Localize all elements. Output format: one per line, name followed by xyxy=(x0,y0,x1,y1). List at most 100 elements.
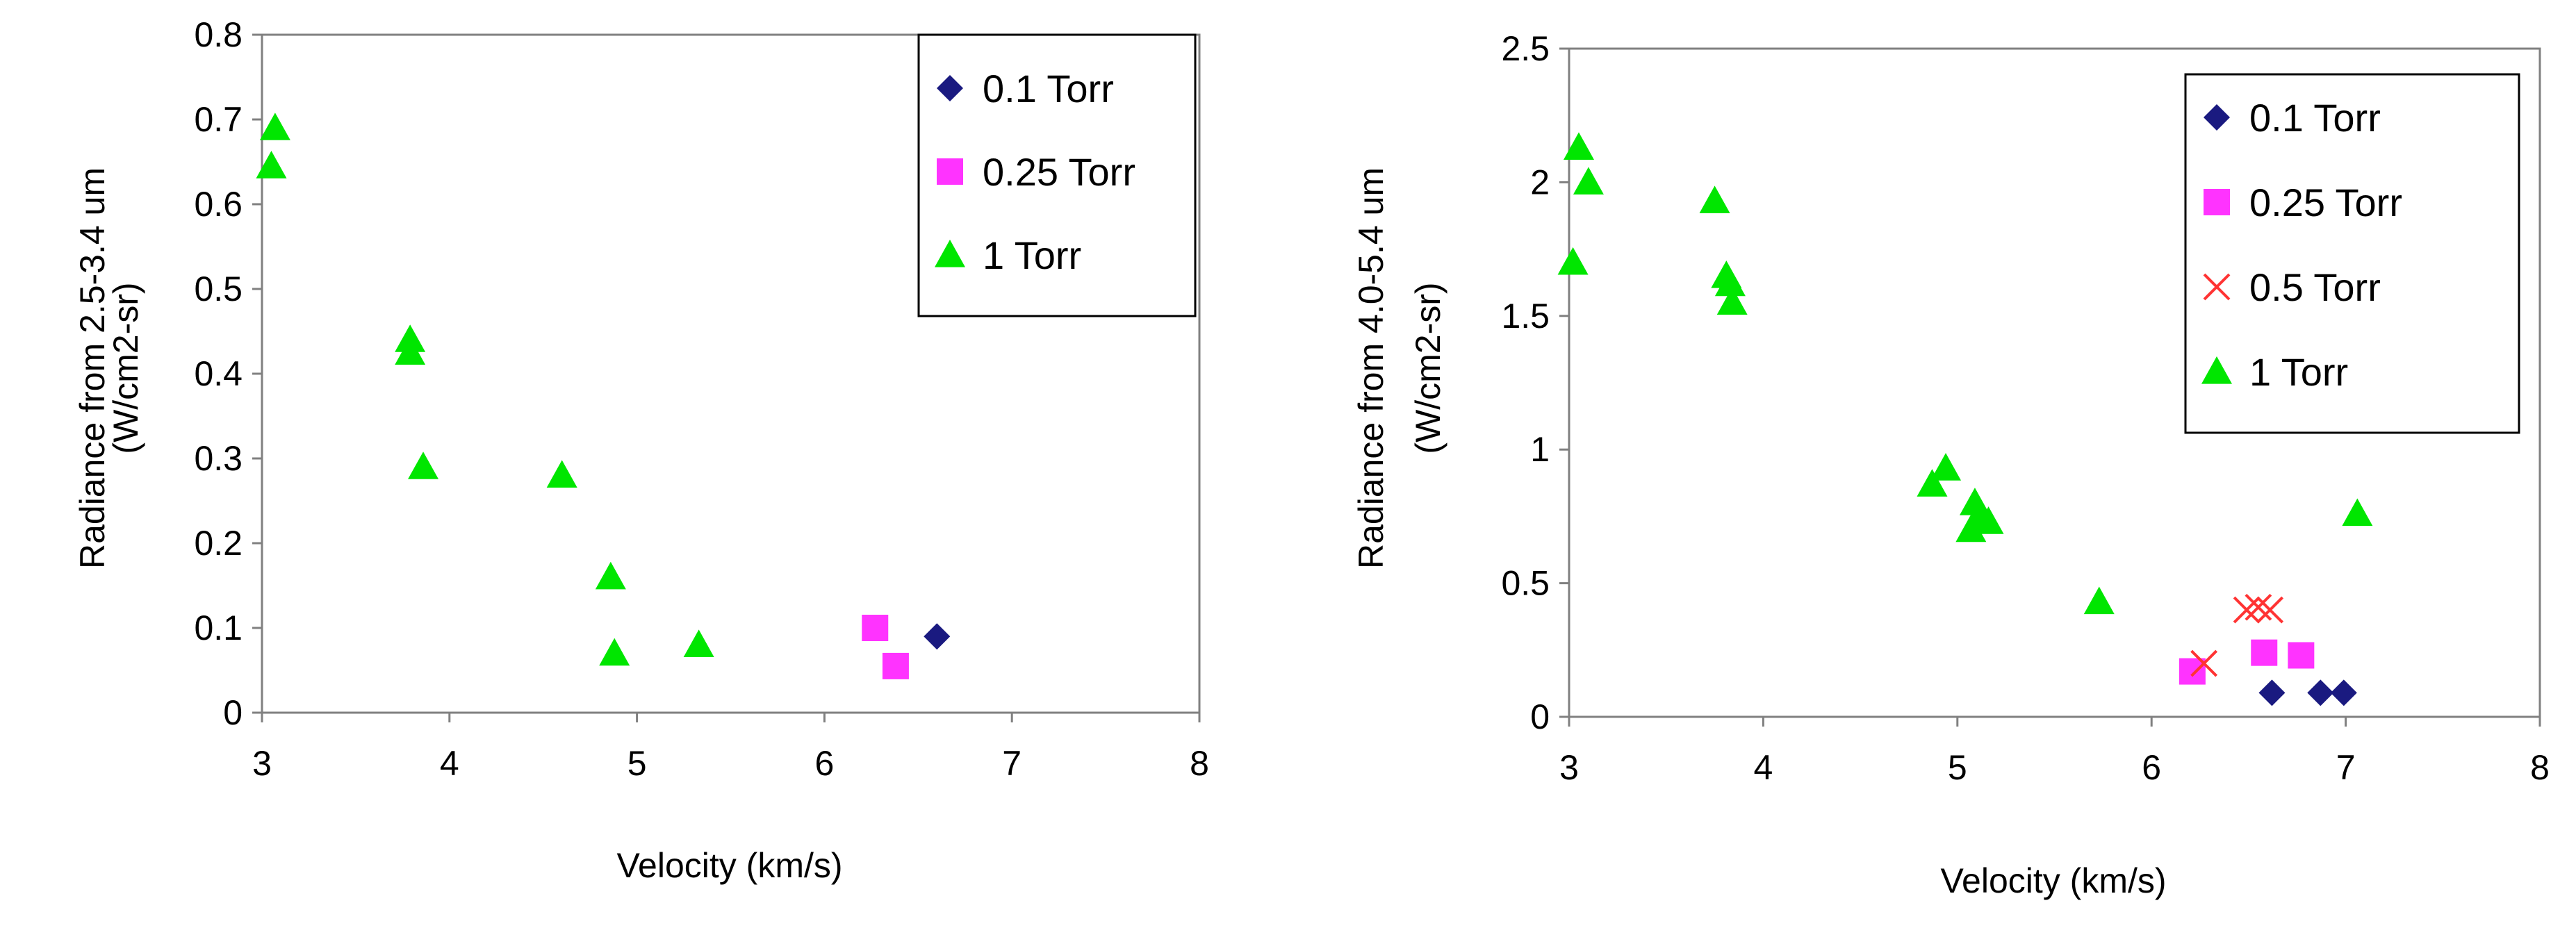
x-tick-label: 3 xyxy=(1559,748,1579,787)
x-axis-title: Velocity (km/s) xyxy=(616,846,842,885)
data-point xyxy=(2330,679,2357,706)
y-axis-title-units: (W/cm2-sr) xyxy=(1409,282,1447,454)
data-point xyxy=(2251,639,2278,666)
data-point xyxy=(1563,132,1594,160)
data-point xyxy=(1557,247,1589,275)
data-point xyxy=(1716,287,1748,315)
data-point xyxy=(2190,649,2218,677)
data-point xyxy=(882,652,909,679)
legend-label: 1 Torr xyxy=(983,233,1081,277)
legend-marker xyxy=(2203,273,2231,301)
y-tick-label: 0.2 xyxy=(194,524,243,563)
y-tick-label: 0.8 xyxy=(194,15,243,54)
y-tick-label: 0.1 xyxy=(194,608,243,647)
y-axis-title: Radiance from 4.0-5.4 um xyxy=(1352,167,1390,569)
legend-label: 0.1 Torr xyxy=(983,67,1114,110)
data-point xyxy=(924,623,951,650)
legend: 0.1 Torr 0.25 Torr 1 Torr xyxy=(917,33,1197,317)
data-point xyxy=(2245,593,2272,621)
series-0-5-torr xyxy=(2190,593,2284,677)
x-tick-label: 4 xyxy=(1753,748,1773,787)
legend-box xyxy=(2184,73,2520,434)
x-marker-stroke xyxy=(2203,273,2231,301)
x-tick-label: 5 xyxy=(1948,748,1967,787)
y-tick-label: 0.5 xyxy=(1501,564,1550,603)
y-tick-label: 1 xyxy=(1530,430,1550,469)
legend-marker xyxy=(935,240,965,267)
x-tick-label: 6 xyxy=(814,744,834,783)
data-point xyxy=(1955,514,1987,542)
legend-label: 0.5 Torr xyxy=(2249,265,2381,309)
legend-marker xyxy=(2204,189,2230,215)
data-point xyxy=(408,451,439,479)
series-0-1-torr xyxy=(924,623,951,650)
x-tick-label: 5 xyxy=(627,744,647,783)
y-axis-title-units: (W/cm2-sr) xyxy=(106,282,145,454)
data-point xyxy=(2256,596,2284,624)
chart-right: 0 0.5 1 1.5 2 2.5 3 4 5 6 7 8 Velocity (km/s) Radianc… xyxy=(1352,29,2550,900)
y-tick-label: 0.3 xyxy=(194,439,243,478)
data-point xyxy=(2288,642,2315,669)
data-point xyxy=(595,561,626,590)
data-point xyxy=(2083,586,2115,615)
series-1-torr xyxy=(1557,132,2373,615)
data-point xyxy=(862,615,889,641)
data-point xyxy=(2258,679,2286,706)
legend-label: 1 Torr xyxy=(2249,350,2348,394)
legend-box xyxy=(917,33,1197,317)
legend-marker xyxy=(2201,356,2232,384)
y-axis-title: Radiance from 2.5-3.4 um xyxy=(73,167,112,569)
data-point xyxy=(395,337,426,365)
y-tick-label: 0.5 xyxy=(194,270,243,308)
x-marker-stroke xyxy=(2190,649,2218,677)
legend-label: 0.25 Torr xyxy=(2249,181,2402,224)
data-point xyxy=(1917,469,1948,497)
y-tick-label: 0.7 xyxy=(194,100,243,139)
legend-marker xyxy=(2204,104,2230,131)
y-tick-label: 0 xyxy=(1530,697,1550,736)
x-marker-stroke xyxy=(2245,593,2272,621)
data-point xyxy=(546,460,577,488)
y-tick-label: 2 xyxy=(1530,163,1550,201)
chart-left: 0 0.1 0.2 0.3 0.4 0.5 0.6 0.7 0.8 3 4 5 6 7 8 Velocity … xyxy=(73,15,1209,885)
y-tick-label: 1.5 xyxy=(1501,297,1550,335)
y-tick-label: 0.6 xyxy=(194,185,243,224)
series-0-1-torr xyxy=(2258,679,2357,706)
data-point xyxy=(1714,268,1746,297)
x-tick-label: 6 xyxy=(2142,748,2161,787)
series-1-torr xyxy=(256,113,714,666)
y-tick-label: 2.5 xyxy=(1501,29,1550,68)
series-0-25-torr xyxy=(862,615,909,679)
x-marker-stroke xyxy=(2256,596,2284,624)
y-tick-label: 0.4 xyxy=(194,354,243,393)
data-point xyxy=(259,113,290,140)
x-tick-label: 7 xyxy=(2336,748,2356,787)
data-point xyxy=(1973,506,2004,534)
data-point xyxy=(1699,185,1730,213)
data-point xyxy=(1930,453,1962,481)
data-point xyxy=(2179,658,2206,685)
legend-label: 0.25 Torr xyxy=(983,150,1135,194)
y-tick-label: 0 xyxy=(223,693,243,732)
data-point xyxy=(256,151,287,179)
x-tick-label: 8 xyxy=(2530,748,2550,787)
data-point xyxy=(683,629,714,657)
legend-marker xyxy=(937,75,963,101)
x-tick-label: 4 xyxy=(440,744,459,783)
data-point xyxy=(2233,596,2261,624)
data-point xyxy=(2307,679,2334,706)
x-tick-label: 3 xyxy=(252,744,272,783)
x-marker-stroke xyxy=(2233,596,2261,624)
legend-marker xyxy=(937,158,963,185)
series-0-25-torr xyxy=(2179,639,2315,685)
data-point xyxy=(2342,498,2373,527)
legend: 0.1 Torr 0.25 Torr 0.5 Torr 1 Torr xyxy=(2184,73,2520,434)
x-axis-title: Velocity (km/s) xyxy=(1940,861,2166,900)
data-point xyxy=(1573,167,1604,194)
x-tick-label: 8 xyxy=(1190,744,1209,783)
legend-label: 0.1 Torr xyxy=(2249,96,2381,140)
x-tick-label: 7 xyxy=(1002,744,1022,783)
plot-area xyxy=(1568,47,2541,718)
